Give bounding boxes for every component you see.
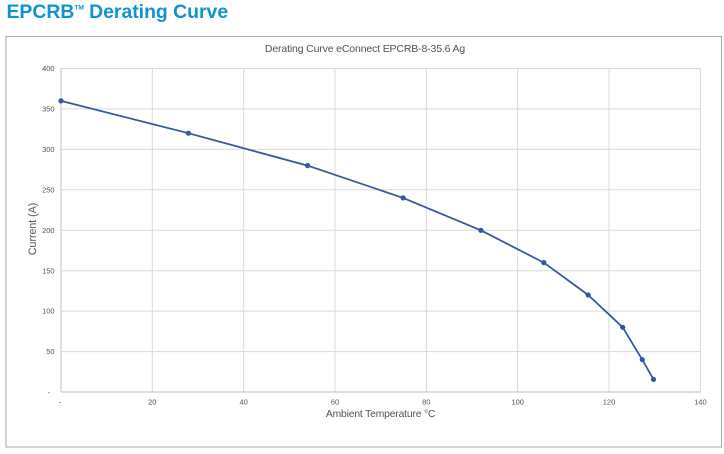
svg-text:20: 20: [148, 397, 156, 406]
svg-text:60: 60: [331, 397, 339, 406]
svg-text:300: 300: [42, 145, 55, 154]
svg-text:40: 40: [240, 397, 248, 406]
svg-text:100: 100: [511, 397, 524, 406]
svg-text:150: 150: [42, 266, 55, 275]
svg-text:-: -: [59, 397, 62, 406]
svg-text:-: -: [48, 388, 51, 397]
svg-text:250: 250: [42, 185, 55, 194]
svg-text:100: 100: [42, 307, 55, 316]
svg-text:350: 350: [42, 105, 55, 114]
svg-text:200: 200: [42, 226, 55, 235]
svg-text:400: 400: [42, 64, 55, 73]
svg-text:120: 120: [603, 397, 616, 406]
svg-text:50: 50: [46, 347, 54, 356]
svg-text:Ambient Temperature °C: Ambient Temperature °C: [326, 409, 436, 420]
svg-text:80: 80: [422, 397, 430, 406]
svg-text:140: 140: [694, 397, 707, 406]
svg-text:Derating Curve eConnect EPCRB-: Derating Curve eConnect EPCRB-8-35.6 Ag: [265, 43, 465, 55]
svg-text:Current (A): Current (A): [27, 203, 39, 255]
